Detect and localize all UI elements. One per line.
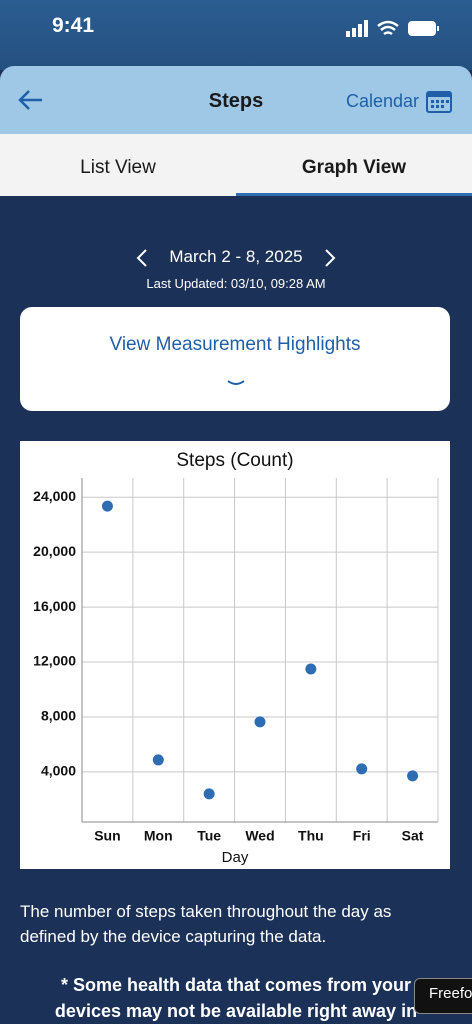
- x-tick-label: Tue: [197, 828, 221, 844]
- status-icons: [346, 20, 439, 37]
- chart-title: Steps (Count): [176, 450, 293, 471]
- data-point: [356, 763, 368, 775]
- header-title: Steps: [208, 90, 264, 112]
- data-point: [407, 770, 419, 782]
- date-range: March 2 - 8, 2025: [169, 247, 303, 266]
- header: [0, 66, 472, 134]
- highlights-link[interactable]: View Measurement Highlights: [109, 334, 361, 355]
- x-tick-label: Mon: [144, 828, 173, 844]
- x-tick-label: Wed: [245, 828, 274, 844]
- y-tick-label: 16,000: [33, 598, 76, 614]
- description: The number of steps taken throughout the…: [20, 902, 392, 921]
- data-point: [305, 663, 317, 675]
- tab-active[interactable]: Graph View: [301, 157, 407, 178]
- data-point: [152, 754, 164, 766]
- description: defined by the device capturing the data…: [20, 927, 327, 946]
- footnote: devices may not be available right away …: [54, 1001, 418, 1021]
- tab-bar: [0, 134, 472, 196]
- y-tick-label: 12,000: [33, 653, 76, 669]
- calendar-button[interactable]: Calendar: [346, 91, 420, 111]
- highlights-card[interactable]: [20, 307, 450, 411]
- y-tick-label: 20,000: [33, 543, 76, 559]
- last-updated: Last Updated: 03/10, 09:28 AM: [146, 276, 326, 291]
- back-button[interactable]: [16, 88, 46, 112]
- footnote: * Some health data that comes from your: [60, 975, 412, 995]
- x-tick-label: Thu: [298, 828, 324, 844]
- x-axis-label: Day: [222, 849, 249, 866]
- y-tick-label: 4,000: [41, 763, 76, 779]
- data-point: [254, 716, 266, 728]
- x-tick-label: Sun: [94, 828, 120, 844]
- calendar-icon[interactable]: [426, 89, 452, 113]
- y-tick-label: 8,000: [41, 708, 76, 724]
- chevron[interactable]: [226, 378, 246, 388]
- clock: 9:41: [52, 14, 95, 37]
- data-point: [101, 500, 113, 512]
- data-point: [203, 788, 215, 800]
- date-arrows[interactable]: [134, 248, 344, 268]
- status-bar: [0, 0, 472, 70]
- tab-indicator: [236, 193, 472, 196]
- tab[interactable]: List View: [80, 157, 156, 178]
- tooltip[interactable]: Freefo: [414, 978, 472, 1014]
- x-tick-label: Fri: [353, 828, 371, 844]
- x-tick-label: Sat: [402, 828, 424, 844]
- y-tick-label: 24,000: [33, 488, 76, 504]
